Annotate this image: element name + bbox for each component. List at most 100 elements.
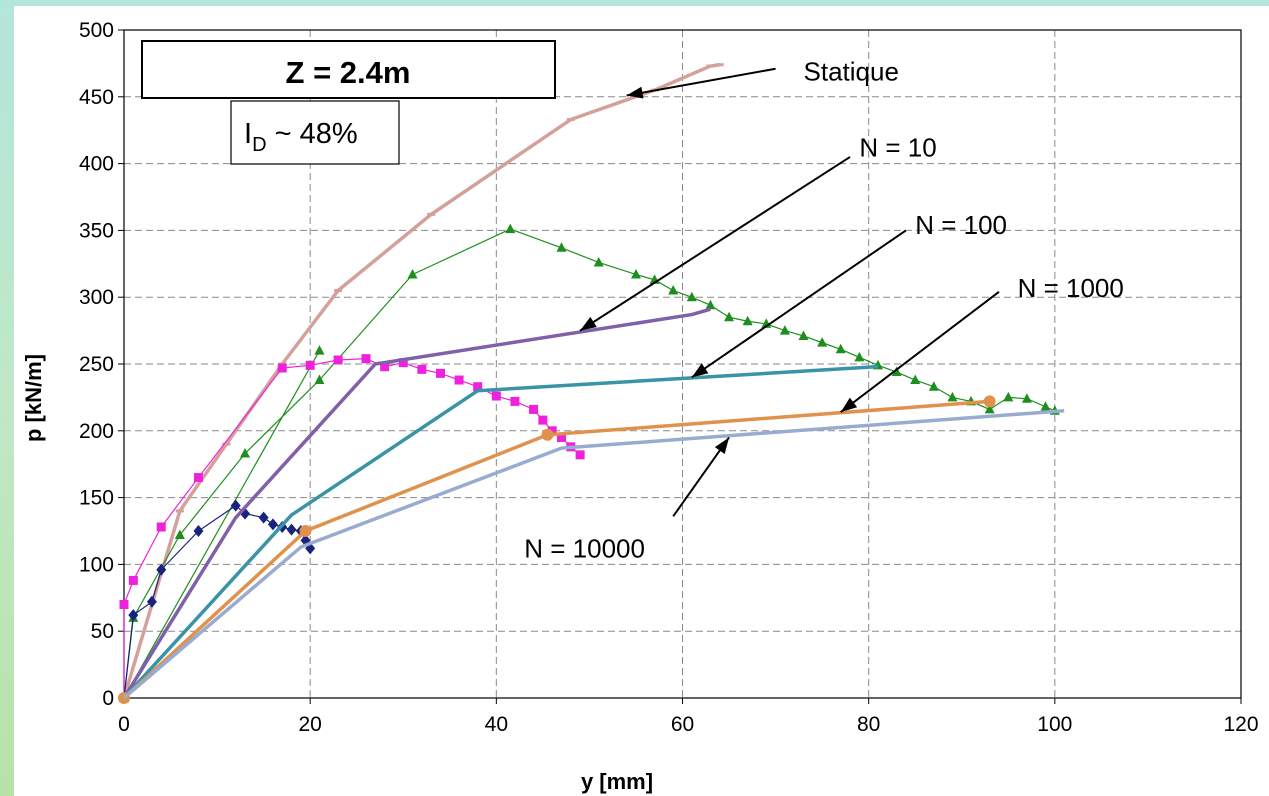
data-point	[538, 415, 548, 425]
title-box-text: Z = 2.4m	[286, 55, 411, 90]
data-point	[724, 311, 735, 322]
data-point	[1021, 393, 1032, 403]
data-point	[798, 330, 809, 340]
series-line	[122, 399, 990, 700]
annotation-label: N = 100	[915, 210, 1007, 240]
data-point	[230, 499, 241, 512]
series-line	[122, 364, 879, 700]
data-point	[983, 395, 996, 408]
data-point	[529, 404, 539, 414]
data-point	[174, 529, 185, 540]
y-tick-label: 250	[79, 353, 114, 376]
density-symbol: I	[244, 118, 252, 150]
x-tick-label: 80	[857, 713, 880, 736]
data-point	[575, 450, 585, 460]
y-tick-label: 500	[79, 19, 114, 42]
plot-area-border	[123, 29, 1242, 699]
annotation-arrow-head	[580, 316, 597, 331]
density-subscript: D	[252, 134, 266, 156]
title-box: Z = 2.4m	[141, 40, 556, 99]
y-tick-label: 150	[79, 487, 114, 510]
data-point	[928, 381, 939, 391]
annotation-arrow-head	[691, 363, 709, 378]
data-point	[128, 575, 138, 585]
annotation-arrow-head	[840, 397, 858, 413]
data-point	[156, 563, 167, 576]
series-1	[119, 223, 1060, 702]
series-line	[123, 228, 1056, 699]
density-label: ID ~ 48%	[244, 118, 358, 156]
y-tick-label: 100	[79, 553, 114, 576]
x-axis-label: y [mm]	[581, 769, 653, 794]
data-point	[817, 337, 828, 347]
chart-svg: 0 50 100 150 200 250 300 350 400 450 500 0 20 40 60 80 1…	[21, 19, 1259, 794]
annotation-arrow-line	[691, 229, 907, 379]
data-point	[668, 285, 679, 295]
annotation-arrow-line	[579, 156, 851, 332]
data-point	[240, 448, 251, 458]
annotation-0: Statique	[626, 56, 899, 99]
data-point	[984, 403, 995, 414]
series-layer	[118, 63, 1065, 704]
data-point	[705, 299, 716, 310]
data-point	[947, 391, 958, 402]
annotation-3: N = 1000	[840, 273, 1124, 413]
annotation-arrow-head	[626, 86, 644, 99]
data-point	[686, 291, 697, 302]
y-tick-label: 400	[79, 153, 114, 176]
y-tick-label: 200	[79, 420, 114, 443]
annotation-label: Statique	[804, 56, 899, 86]
axes: 0 50 100 150 200 250 300 350 400 450 500 0 20 40 60 80 1…	[79, 19, 1259, 736]
data-point	[128, 609, 139, 622]
annotation-4: N = 10000	[524, 436, 730, 563]
series-6	[122, 364, 879, 700]
data-point	[491, 391, 501, 401]
data-point	[630, 268, 641, 279]
y-tick-label: 300	[79, 286, 114, 309]
y-tick-label: 50	[91, 620, 114, 643]
data-point	[398, 358, 408, 368]
data-point	[742, 315, 753, 326]
data-point	[547, 426, 557, 436]
data-point	[891, 366, 902, 377]
series-line	[122, 63, 720, 699]
data-point	[910, 374, 921, 385]
data-point	[417, 364, 427, 374]
annotation-label: N = 10000	[524, 533, 645, 563]
data-point	[299, 525, 312, 537]
x-tick-label: 60	[671, 713, 694, 736]
data-point	[305, 360, 315, 370]
series-7	[118, 395, 996, 704]
data-point	[510, 396, 520, 406]
data-point	[505, 223, 516, 234]
y-tick-label: 350	[79, 219, 114, 242]
density-value: ~ 48%	[267, 118, 358, 150]
x-tick-label: 120	[1223, 713, 1258, 736]
data-point	[333, 355, 343, 365]
x-tick-label: 100	[1037, 713, 1072, 736]
annotations: Statique N = 10 N = 100 N = 1000 N = 10000	[524, 56, 1124, 563]
data-point	[556, 432, 566, 442]
data-point	[454, 375, 464, 385]
annotation-label: N = 1000	[1018, 273, 1124, 303]
y-tick-label: 0	[102, 687, 114, 710]
data-point	[193, 473, 203, 483]
y-tick-label: 450	[79, 86, 114, 109]
x-tick-label: 0	[118, 713, 130, 736]
x-tick-label: 20	[298, 713, 321, 736]
annotation-arrow-line	[672, 436, 730, 517]
data-point	[473, 382, 483, 392]
data-point	[314, 345, 325, 355]
series-line	[122, 409, 1065, 700]
x-tick-label: 40	[485, 713, 508, 736]
density-box-frame	[230, 100, 400, 165]
data-point	[314, 374, 325, 385]
data-point	[380, 362, 390, 372]
data-point	[835, 343, 846, 354]
series-line	[122, 307, 711, 699]
annotation-1: N = 10	[579, 133, 937, 332]
annotation-label: N = 10	[859, 133, 936, 163]
data-point	[119, 599, 129, 609]
data-point	[435, 368, 445, 378]
data-point	[146, 595, 157, 608]
